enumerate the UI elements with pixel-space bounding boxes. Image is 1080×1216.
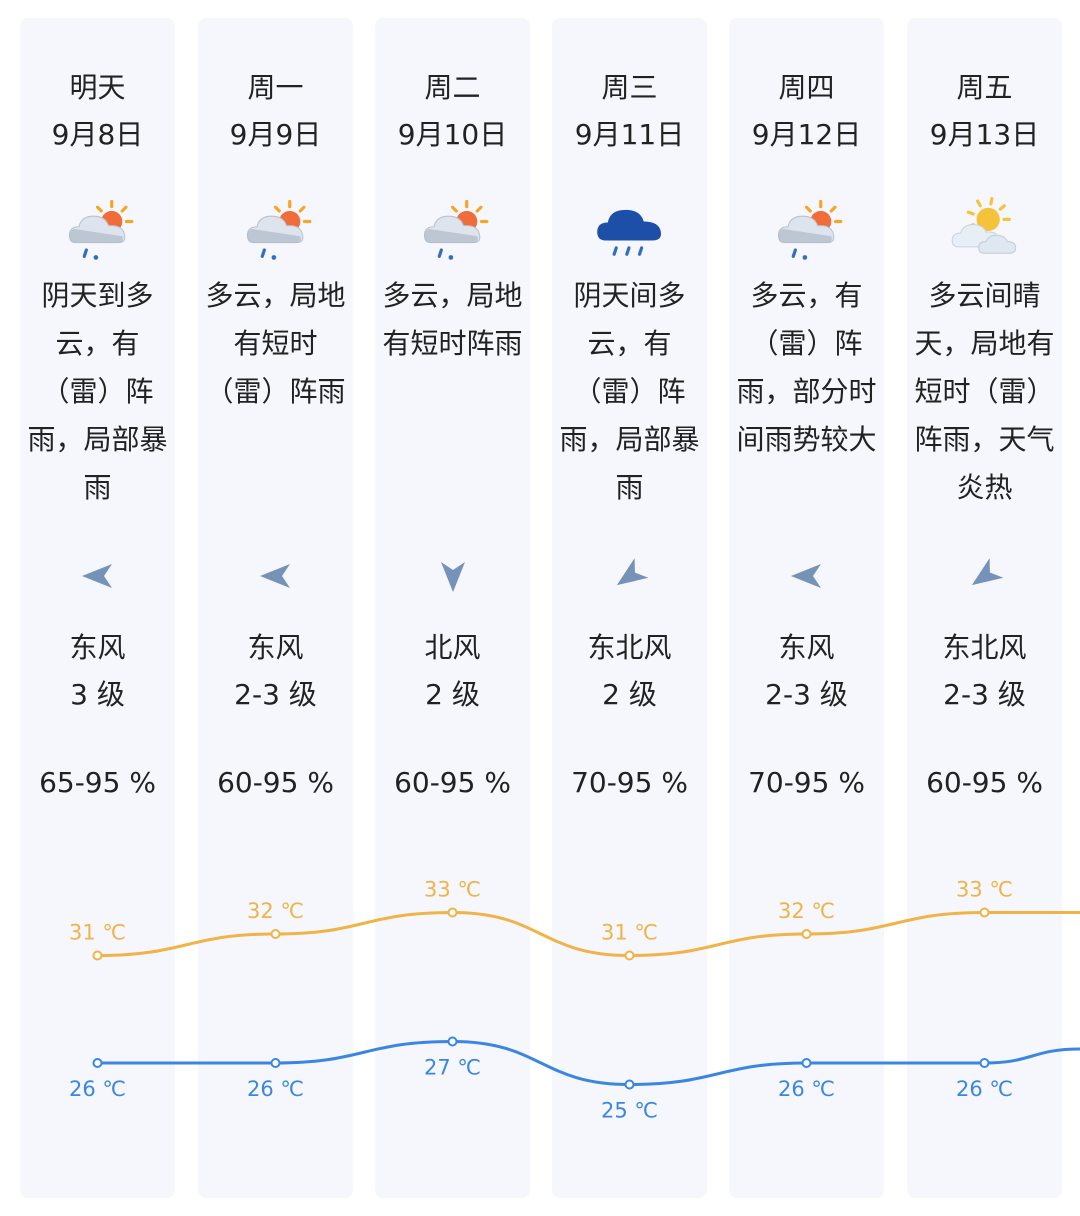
weather-description: 阴天到多 云，有 （雷）阵 雨，局部暴 雨	[27, 279, 168, 504]
humidity-range: 60-95 %	[926, 766, 1043, 799]
humidity-range: 60-95 %	[394, 766, 511, 799]
wind-arrow-southwest-icon	[965, 556, 1005, 596]
date-label: 9月9日	[229, 118, 322, 151]
wind-arrow-southwest-icon	[610, 556, 650, 596]
wind-info: 东北风 2-3 级	[907, 624, 1062, 718]
wind-info: 东风 2-3 级	[729, 624, 884, 718]
wind-arrow-west-icon	[78, 556, 118, 596]
day-header: 明天 9月8日	[20, 64, 175, 158]
wind-arrow-south-icon	[433, 556, 473, 596]
wind-arrow-west-icon	[787, 556, 827, 596]
date-label: 9月11日	[574, 118, 685, 151]
wind-level: 2 级	[425, 678, 480, 711]
day-header: 周二 9月10日	[375, 64, 530, 158]
weather-description: 阴天间多 云，有 （雷）阵 雨，局部暴 雨	[559, 279, 700, 504]
wind-info: 东北风 2 级	[552, 624, 707, 718]
wind-level: 3 级	[70, 678, 125, 711]
wind-arrow-west-icon	[256, 556, 296, 596]
wind-direction: 北风	[424, 631, 481, 664]
wind-info: 北风 2 级	[375, 624, 530, 718]
weather-description: 多云间晴 天，局地有 短时（雷） 阵雨，天气 炎热	[914, 279, 1055, 504]
wind-level: 2 级	[602, 678, 657, 711]
weekday-label: 周四	[778, 71, 835, 104]
day-header: 周三 9月11日	[552, 64, 707, 158]
wind-info: 东风 3 级	[20, 624, 175, 718]
wind-level: 2-3 级	[943, 678, 1026, 711]
day-column	[729, 18, 884, 1198]
cloudy-sun-rain-icon	[239, 194, 313, 268]
date-label: 9月13日	[929, 118, 1040, 151]
cloudy-sun-rain-icon	[416, 194, 490, 268]
wind-direction: 东北风	[942, 631, 1027, 664]
wind-level: 2-3 级	[234, 678, 317, 711]
humidity-range: 70-95 %	[571, 766, 688, 799]
wind-direction: 东风	[69, 631, 126, 664]
weather-description: 多云，有 （雷）阵 雨，部分时 间雨势较大	[736, 279, 877, 456]
day-column	[375, 18, 530, 1198]
humidity-range: 70-95 %	[748, 766, 865, 799]
day-header: 周五 9月13日	[907, 64, 1062, 158]
day-header: 周一 9月9日	[198, 64, 353, 158]
day-column	[198, 18, 353, 1198]
cloudy-sun-rain-icon	[770, 194, 844, 268]
weekday-label: 周二	[424, 71, 481, 104]
date-label: 9月10日	[397, 118, 508, 151]
weekday-label: 周三	[601, 71, 658, 104]
weather-description: 多云，局地 有短时 （雷）阵雨	[205, 279, 346, 408]
humidity-range: 60-95 %	[217, 766, 334, 799]
date-label: 9月8日	[51, 118, 144, 151]
day-column	[20, 18, 175, 1198]
wind-direction: 东风	[778, 631, 835, 664]
date-label: 9月12日	[751, 118, 862, 151]
weekday-label: 明天	[69, 71, 126, 104]
weekday-label: 周一	[247, 71, 304, 104]
wind-level: 2-3 级	[765, 678, 848, 711]
humidity-range: 65-95 %	[39, 766, 156, 799]
wind-direction: 东风	[247, 631, 304, 664]
wind-info: 东风 2-3 级	[198, 624, 353, 718]
cloudy-sun-rain-icon	[61, 194, 135, 268]
day-header: 周四 9月12日	[729, 64, 884, 158]
wind-direction: 东北风	[587, 631, 672, 664]
weather-description: 多云，局地 有短时阵雨	[382, 279, 523, 360]
dark-cloud-rain-icon	[593, 194, 667, 268]
weekday-label: 周五	[956, 71, 1013, 104]
sun-cloud-icon	[948, 194, 1022, 268]
